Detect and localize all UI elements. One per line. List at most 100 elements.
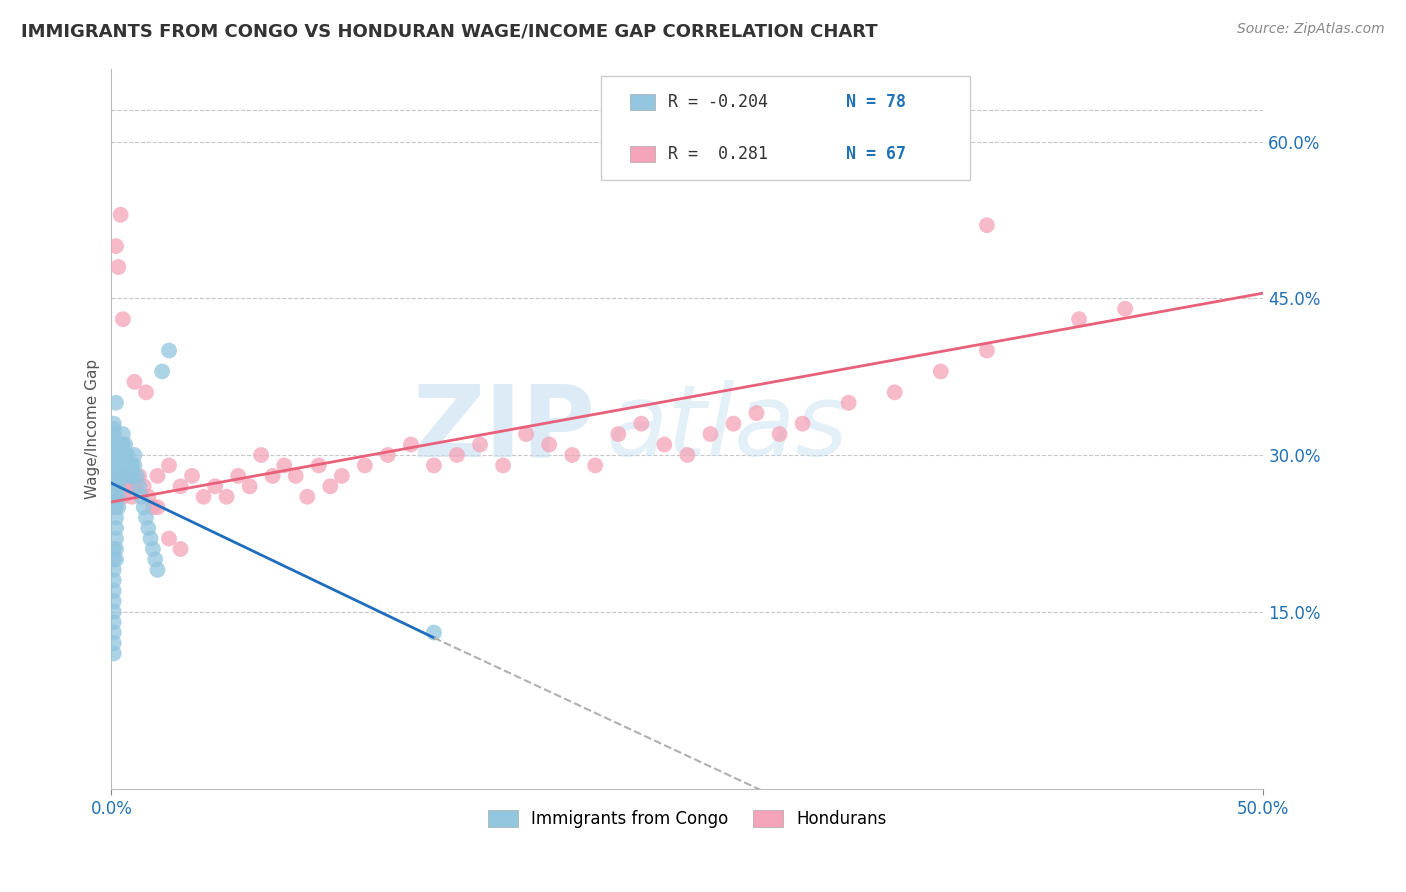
Point	[107, 479, 129, 493]
Point	[131, 490, 153, 504]
Point	[146, 468, 169, 483]
Point	[103, 474, 125, 488]
Point	[157, 532, 180, 546]
Point	[181, 468, 204, 483]
Point	[136, 521, 159, 535]
Point	[792, 417, 814, 431]
Point	[103, 490, 125, 504]
Point	[353, 458, 375, 473]
Point	[103, 636, 125, 650]
Point	[103, 453, 125, 467]
Point	[110, 458, 132, 473]
Text: atlas: atlas	[607, 380, 848, 477]
Text: IMMIGRANTS FROM CONGO VS HONDURAN WAGE/INCOME GAP CORRELATION CHART: IMMIGRANTS FROM CONGO VS HONDURAN WAGE/I…	[21, 22, 877, 40]
Point	[103, 427, 125, 442]
Point	[723, 417, 745, 431]
Point	[105, 490, 128, 504]
Point	[105, 239, 128, 253]
Point	[561, 448, 583, 462]
Point	[103, 442, 125, 457]
Point	[103, 563, 125, 577]
Point	[111, 490, 134, 504]
Point	[399, 437, 422, 451]
Point	[105, 396, 128, 410]
Point	[607, 427, 630, 442]
Point	[103, 448, 125, 462]
Point	[976, 343, 998, 358]
Point	[157, 343, 180, 358]
Point	[204, 479, 226, 493]
Text: R =  0.281: R = 0.281	[668, 145, 768, 163]
Point	[699, 427, 721, 442]
Point	[150, 364, 173, 378]
Point	[976, 218, 998, 232]
Point	[676, 448, 699, 462]
Point	[319, 479, 342, 493]
Point	[330, 468, 353, 483]
Point	[103, 615, 125, 629]
Point	[745, 406, 768, 420]
Point	[103, 464, 125, 478]
Point	[114, 458, 136, 473]
Point	[118, 468, 141, 483]
Point	[142, 541, 165, 556]
Point	[146, 500, 169, 515]
Point	[117, 448, 139, 462]
Y-axis label: Wage/Income Gap: Wage/Income Gap	[86, 359, 100, 499]
Point	[105, 479, 128, 493]
Point	[105, 541, 128, 556]
Point	[768, 427, 790, 442]
Point	[114, 448, 136, 462]
Point	[107, 490, 129, 504]
Text: Source: ZipAtlas.com: Source: ZipAtlas.com	[1237, 22, 1385, 37]
Point	[111, 448, 134, 462]
Point	[114, 479, 136, 493]
Point	[117, 468, 139, 483]
Point	[111, 312, 134, 326]
Point	[423, 625, 446, 640]
Point	[107, 500, 129, 515]
Point	[515, 427, 537, 442]
Point	[423, 458, 446, 473]
Point	[1067, 312, 1090, 326]
Point	[105, 521, 128, 535]
Point	[103, 479, 125, 493]
Point	[124, 448, 146, 462]
Point	[103, 500, 125, 515]
Point	[105, 458, 128, 473]
Point	[111, 427, 134, 442]
Point	[128, 479, 150, 493]
Point	[110, 208, 132, 222]
Point	[1114, 301, 1136, 316]
Point	[105, 552, 128, 566]
Point	[169, 479, 191, 493]
Point	[124, 458, 146, 473]
Point	[110, 468, 132, 483]
Point	[193, 490, 215, 504]
Point	[262, 468, 284, 483]
Point	[169, 541, 191, 556]
Point	[105, 532, 128, 546]
Point	[103, 417, 125, 431]
Point	[118, 458, 141, 473]
Point	[103, 541, 125, 556]
Point	[124, 479, 146, 493]
Point	[630, 417, 652, 431]
Point	[110, 448, 132, 462]
Text: ZIP: ZIP	[412, 380, 595, 477]
Point	[117, 468, 139, 483]
Point	[215, 490, 238, 504]
Point	[135, 510, 157, 524]
Point	[654, 437, 676, 451]
Point	[103, 437, 125, 451]
Point	[157, 458, 180, 473]
Point	[103, 625, 125, 640]
Text: N = 67: N = 67	[846, 145, 907, 163]
Point	[103, 583, 125, 598]
Point	[583, 458, 606, 473]
Point	[838, 396, 860, 410]
Point	[103, 605, 125, 619]
Point	[103, 468, 125, 483]
Point	[117, 458, 139, 473]
Point	[121, 490, 143, 504]
